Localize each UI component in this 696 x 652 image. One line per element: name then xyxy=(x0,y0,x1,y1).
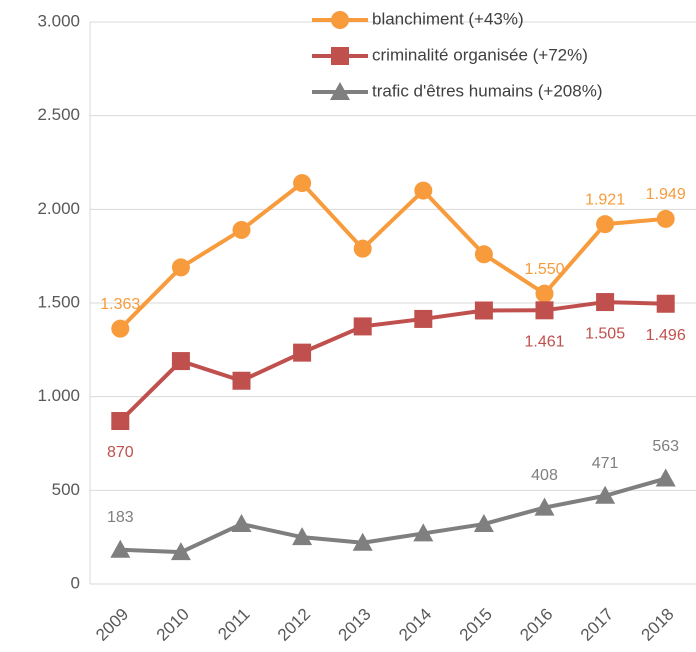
x-tick-label: 2011 xyxy=(214,605,253,644)
data-label: 870 xyxy=(107,444,134,461)
x-tick-label: 2014 xyxy=(395,605,435,645)
y-tick-label: 2.500 xyxy=(37,105,80,124)
y-tick-label: 500 xyxy=(52,480,80,499)
data-point xyxy=(656,294,675,313)
data-point xyxy=(171,352,190,371)
y-tick-label: 3.000 xyxy=(37,11,80,30)
data-label: 183 xyxy=(107,509,134,526)
data-label: 1.949 xyxy=(646,186,686,203)
data-point xyxy=(171,258,190,277)
data-label: 1.550 xyxy=(524,261,564,278)
data-point xyxy=(170,542,191,561)
legend-label: blanchiment (+43%) xyxy=(372,9,524,28)
data-label: 1.505 xyxy=(585,325,625,342)
data-point xyxy=(474,301,493,320)
data-point xyxy=(293,174,312,193)
legend-label: criminalité organisée (+72%) xyxy=(372,45,588,64)
legend-marker xyxy=(331,47,349,65)
y-tick-label: 2.000 xyxy=(37,199,80,218)
x-tick-label: 2009 xyxy=(92,605,132,645)
data-point xyxy=(292,527,313,546)
series-line xyxy=(118,300,666,423)
data-label: 1.461 xyxy=(524,334,564,351)
x-tick-label: 2010 xyxy=(153,605,193,645)
data-label: 1.496 xyxy=(646,327,686,344)
x-tick-label: 2018 xyxy=(638,605,678,645)
data-point xyxy=(111,412,130,431)
data-point xyxy=(232,371,251,390)
data-point xyxy=(352,532,373,551)
data-point xyxy=(293,343,312,362)
data-label: 471 xyxy=(592,455,619,472)
data-point xyxy=(231,514,252,533)
x-tick-label: 2013 xyxy=(335,605,375,645)
y-tick-label: 0 xyxy=(71,573,80,592)
data-point xyxy=(110,539,131,558)
data-point xyxy=(353,239,372,258)
data-point xyxy=(353,317,372,336)
data-point xyxy=(232,220,251,239)
series-line xyxy=(118,181,666,331)
data-point xyxy=(596,293,615,312)
legend-label: trafic d'êtres humains (+208%) xyxy=(372,81,603,100)
y-tick-label: 1.500 xyxy=(37,292,80,311)
legend-marker xyxy=(331,11,349,29)
series-line xyxy=(120,476,667,555)
x-tick-label: 2015 xyxy=(456,605,496,645)
data-point xyxy=(595,485,616,504)
data-point xyxy=(414,309,433,328)
legend-marker xyxy=(330,82,350,100)
data-point xyxy=(535,301,554,320)
y-tick-label: 1.000 xyxy=(37,386,80,405)
data-point xyxy=(414,181,433,200)
data-point xyxy=(535,284,554,303)
data-point xyxy=(473,514,494,533)
data-label: 1.363 xyxy=(100,296,140,313)
data-point xyxy=(413,523,434,542)
data-point xyxy=(655,468,676,487)
data-point xyxy=(474,245,493,264)
data-label: 408 xyxy=(531,467,558,484)
data-point xyxy=(111,319,130,338)
data-point xyxy=(596,215,615,234)
data-point xyxy=(656,209,675,228)
x-tick-label: 2017 xyxy=(577,605,617,645)
x-tick-label: 2012 xyxy=(274,605,314,645)
data-point xyxy=(534,497,555,516)
data-label: 563 xyxy=(652,438,679,455)
x-tick-label: 2016 xyxy=(516,605,556,645)
data-label: 1.921 xyxy=(585,191,625,208)
